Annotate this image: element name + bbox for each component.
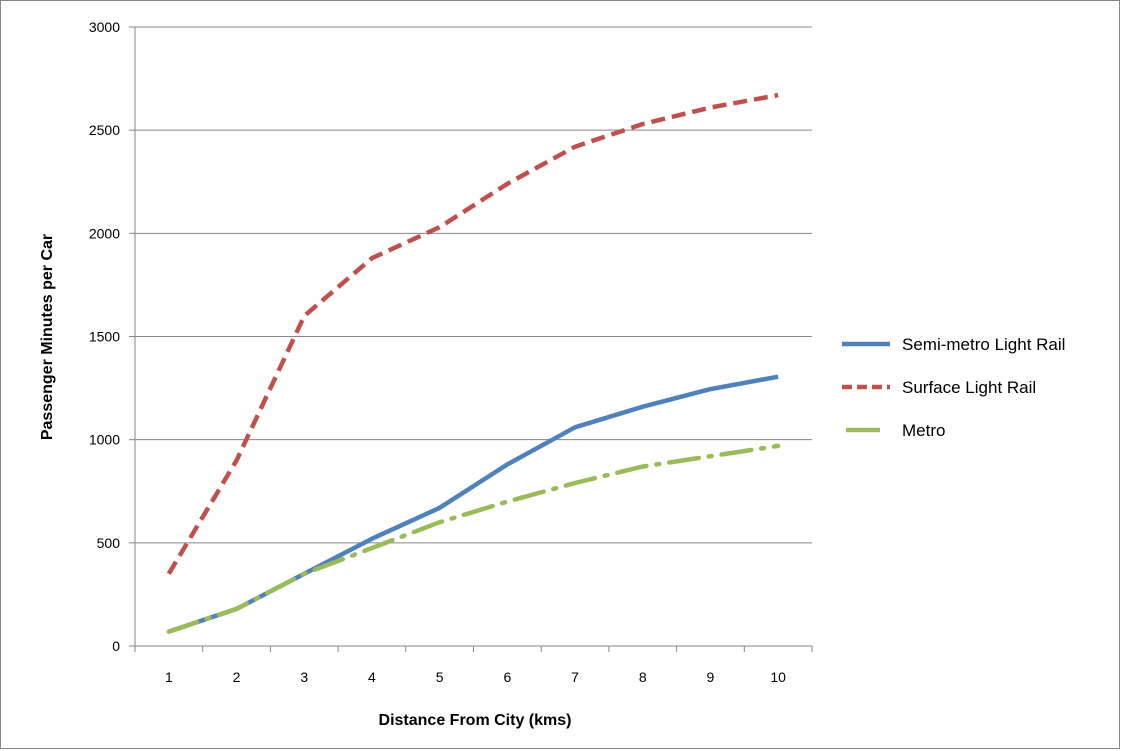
x-axis-title: Distance From City (kms) — [379, 712, 572, 729]
x-tick-labels: 1 2 3 4 5 6 7 8 9 10 — [165, 669, 786, 685]
series-lines — [166, 92, 781, 634]
y-tick-label: 1500 — [89, 329, 120, 345]
legend-label: Metro — [902, 421, 945, 440]
legend-label: Surface Light Rail — [902, 378, 1036, 397]
series-line-surface-light-rail — [166, 92, 779, 575]
x-tick-label: 10 — [770, 669, 786, 685]
x-tick-label: 2 — [233, 669, 241, 685]
y-tick-label: 0 — [112, 638, 120, 654]
y-tick-label: 2000 — [89, 225, 120, 241]
gridlines — [135, 26, 812, 544]
y-tick-label: 2500 — [89, 122, 120, 138]
series-line-semi-metro-light-rail — [168, 374, 779, 634]
axes — [129, 26, 813, 652]
x-tick-label: 4 — [368, 669, 376, 685]
legend: Semi-metro Light Rail Surface Light Rail M… — [842, 335, 1065, 440]
x-tick-label: 6 — [503, 669, 511, 685]
y-tick-label: 500 — [97, 535, 121, 551]
y-tick-label: 1000 — [89, 432, 120, 448]
y-tick-labels: 0 500 1000 1500 2000 2500 3000 — [89, 19, 120, 654]
x-tick-label: 8 — [639, 669, 647, 685]
x-tick-label: 5 — [436, 669, 444, 685]
x-tick-label: 1 — [165, 669, 173, 685]
y-axis-title: Passenger Minutes per Car — [39, 234, 56, 440]
series-line-metro — [166, 443, 781, 634]
x-tick-label: 3 — [300, 669, 308, 685]
x-tick-label: 7 — [571, 669, 579, 685]
x-tick-label: 9 — [707, 669, 715, 685]
y-tick-label: 3000 — [89, 19, 120, 35]
legend-label: Semi-metro Light Rail — [902, 335, 1065, 354]
